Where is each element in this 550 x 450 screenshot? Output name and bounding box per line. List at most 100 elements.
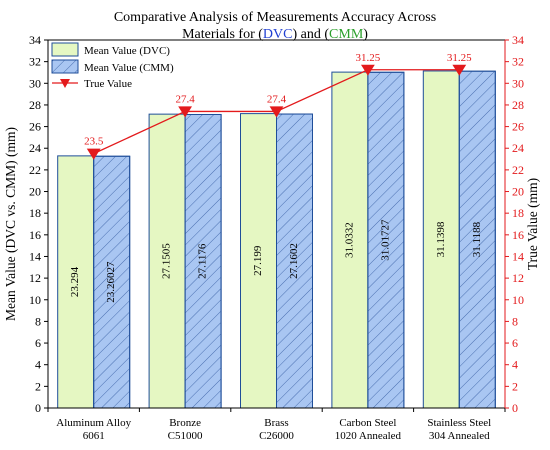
y-tick-label: 32 [29, 55, 41, 69]
chart-title-segment: Comparative Analysis of Measurements Acc… [114, 10, 436, 25]
bar-dvc [331, 71, 369, 409]
y-tick-label: 12 [29, 271, 41, 285]
chart-title-segment: ) [363, 27, 368, 42]
y2-tick-label: 10 [512, 293, 524, 307]
y2-tick-label: 22 [512, 163, 524, 177]
legend: Mean Value (DVC) Mean Value (CMM) True Val… [51, 42, 174, 90]
y-tick-label: 2 [35, 379, 41, 393]
bar-value-label: 23.26027 [105, 261, 117, 303]
x-category-label: Aluminum Alloy [56, 417, 131, 429]
y2-tick-label: 28 [512, 98, 524, 112]
bar-value-label: 27.1602 [288, 243, 300, 279]
y-tick-label: 8 [35, 314, 41, 328]
y-tick-label: 22 [29, 163, 41, 177]
chart-title-segment: ) and ( [292, 27, 329, 42]
x-category-label: Stainless Steel [427, 417, 491, 429]
true-value-marker [360, 64, 375, 76]
bar-dvc [240, 113, 277, 409]
y-tick-label: 18 [29, 206, 41, 220]
bar-dvc [422, 70, 460, 409]
bar-value-label: 31.1398 [435, 221, 447, 257]
true-value-marker [86, 148, 101, 160]
y-tick-label: 28 [29, 98, 41, 112]
true-value-label: 31.25 [356, 52, 381, 64]
y-tick-label: 4 [35, 358, 41, 372]
y2-tick-label: 2 [512, 379, 518, 393]
bar-value-label: 31.01727 [379, 219, 391, 261]
y2-tick-label: 12 [512, 271, 524, 285]
bar-value-label: 23.294 [69, 266, 81, 297]
bar-cmm-hatch [276, 113, 313, 409]
y2-tick-label: 18 [512, 206, 524, 220]
chart-title: Comparative Analysis of Measurements Acc… [114, 10, 436, 42]
chart-title-segment: Materials for ( [182, 27, 263, 42]
true-value-label: 23.5 [84, 136, 104, 148]
true-value-marker [452, 64, 467, 76]
bar-value-label: 31.0332 [343, 222, 355, 258]
bar-value-label: 31.1188 [471, 221, 483, 257]
legend-label: Mean Value (DVC) [84, 45, 170, 57]
y-tick-label: 30 [29, 76, 41, 90]
legend-label: Mean Value (CMM) [84, 62, 174, 74]
y2-tick-label: 34 [512, 33, 524, 47]
y-tick-label: 6 [35, 336, 41, 350]
true-value-label: 27.4 [175, 93, 195, 105]
true-value-label: 31.25 [447, 52, 472, 64]
bar-cmm-hatch [458, 70, 496, 409]
true-value-line: 23.5 27.4 27.4 31.25 31.25 [84, 52, 472, 160]
y-tick-label: 24 [29, 141, 41, 155]
y2-tick-label: 8 [512, 314, 518, 328]
true-value-marker [178, 106, 193, 118]
chart-title-segment: DVC [263, 27, 293, 42]
y2-tick-label: 26 [512, 120, 524, 134]
x-category-label: C26000 [259, 430, 294, 442]
legend-marker [60, 79, 70, 88]
y2-tick-label: 32 [512, 55, 524, 69]
chart-title-line: Comparative Analysis of Measurements Acc… [114, 10, 436, 25]
y-tick-label: 20 [29, 185, 41, 199]
legend-label: True Value [84, 78, 132, 90]
y-tick-label: 16 [29, 228, 41, 242]
true-value-marker [269, 106, 284, 118]
x-category-label: Brass [264, 417, 288, 429]
axes [47, 39, 506, 412]
bars [57, 70, 496, 409]
y-tick-label: 14 [29, 249, 41, 263]
bar-value-labels: 23.294 27.1505 27.199 31.0332 31.1398 23.2602… [69, 219, 483, 303]
y-tick-label: 0 [35, 401, 41, 415]
y2-tick-label: 16 [512, 228, 524, 242]
y2-tick-label: 14 [512, 249, 524, 263]
legend-swatch-hatch [51, 59, 79, 74]
bar-value-label: 27.1176 [197, 243, 209, 279]
legend-swatch [51, 42, 79, 57]
bar-cmm-hatch [93, 155, 131, 409]
y2-tick-label: 24 [512, 141, 524, 155]
chart-title-segment: CMM [329, 27, 364, 42]
y2-tick-label: 6 [512, 336, 518, 350]
true-value-label: 27.4 [267, 93, 287, 105]
y2-tick-label: 20 [512, 185, 524, 199]
x-category-label: Carbon Steel [339, 417, 396, 429]
y-tick-label: 26 [29, 120, 41, 134]
y2-tick-label: 0 [512, 401, 518, 415]
x-category-label: Bronze [169, 417, 201, 429]
x-category-label: C51000 [168, 430, 203, 442]
x-category-label: 1020 Annealed [335, 430, 402, 442]
y-tick-label: 34 [29, 33, 41, 47]
x-category-label: 6061 [83, 430, 105, 442]
y2-axis-label: True Value (mm) [525, 178, 540, 270]
y2-tick-label: 4 [512, 358, 518, 372]
bar-value-label: 27.1505 [161, 243, 173, 279]
y-tick-label: 10 [29, 293, 41, 307]
bar-value-label: 27.199 [252, 245, 264, 276]
bar-dvc [148, 113, 186, 409]
bar-cmm-hatch [367, 71, 405, 409]
y-axis-label: Mean Value (DVC vs. CMM) (mm) [3, 127, 18, 321]
y2-tick-label: 30 [512, 76, 524, 90]
x-category-label: 304 Annealed [429, 430, 490, 442]
